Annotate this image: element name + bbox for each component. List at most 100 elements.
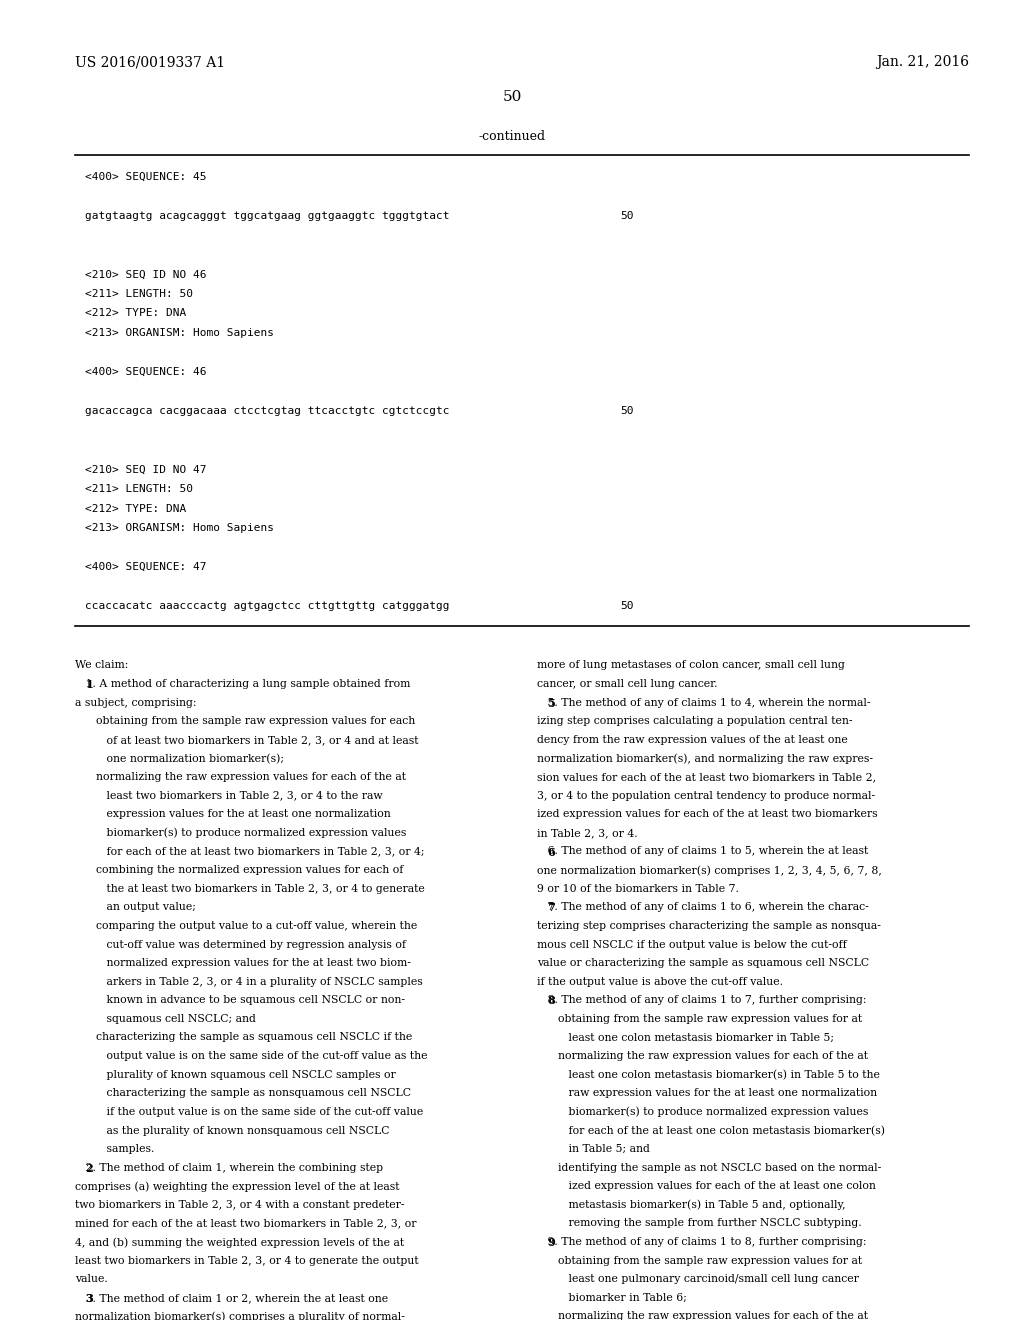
Text: cancer, or small cell lung cancer.: cancer, or small cell lung cancer. (537, 678, 718, 689)
Text: obtaining from the sample raw expression values for each: obtaining from the sample raw expression… (75, 717, 416, 726)
Text: 5. The method of any of claims 1 to 4, wherein the normal-: 5. The method of any of claims 1 to 4, w… (537, 698, 870, 708)
Text: least one pulmonary carcinoid/small cell lung cancer: least one pulmonary carcinoid/small cell… (537, 1274, 859, 1284)
Text: <211> LENGTH: 50: <211> LENGTH: 50 (85, 484, 193, 494)
Text: squamous cell NSCLC; and: squamous cell NSCLC; and (75, 1014, 256, 1024)
Text: value.: value. (75, 1274, 108, 1284)
Text: normalizing the raw expression values for each of the at: normalizing the raw expression values fo… (537, 1051, 868, 1061)
Text: in Table 5; and: in Table 5; and (537, 1144, 650, 1154)
Text: <400> SEQUENCE: 46: <400> SEQUENCE: 46 (85, 367, 207, 378)
Text: biomarker(s) to produce normalized expression values: biomarker(s) to produce normalized expre… (75, 828, 407, 838)
Text: 3, or 4 to the population central tendency to produce normal-: 3, or 4 to the population central tenden… (537, 791, 876, 801)
Text: if the output value is above the cut-off value.: if the output value is above the cut-off… (537, 977, 783, 986)
Text: least one colon metastasis biomarker in Table 5;: least one colon metastasis biomarker in … (537, 1032, 834, 1043)
Text: comparing the output value to a cut-off value, wherein the: comparing the output value to a cut-off … (75, 921, 417, 931)
Text: obtaining from the sample raw expression values for at: obtaining from the sample raw expression… (537, 1014, 862, 1024)
Text: sion values for each of the at least two biomarkers in Table 2,: sion values for each of the at least two… (537, 772, 877, 781)
Text: biomarker in Table 6;: biomarker in Table 6; (537, 1292, 687, 1303)
Text: two biomarkers in Table 2, 3, or 4 with a constant predeter-: two biomarkers in Table 2, 3, or 4 with … (75, 1200, 404, 1210)
Text: 7. The method of any of claims 1 to 6, wherein the charac-: 7. The method of any of claims 1 to 6, w… (537, 903, 868, 912)
Text: as the plurality of known nonsquamous cell NSCLC: as the plurality of known nonsquamous ce… (75, 1126, 389, 1135)
Text: metastasis biomarker(s) in Table 5 and, optionally,: metastasis biomarker(s) in Table 5 and, … (537, 1200, 846, 1210)
Text: least two biomarkers in Table 2, 3, or 4 to the raw: least two biomarkers in Table 2, 3, or 4… (75, 791, 383, 801)
Text: obtaining from the sample raw expression values for at: obtaining from the sample raw expression… (537, 1255, 862, 1266)
Text: 1: 1 (75, 678, 94, 690)
Text: if the output value is on the same side of the cut-off value: if the output value is on the same side … (75, 1107, 423, 1117)
Text: 8. The method of any of claims 1 to 7, further comprising:: 8. The method of any of claims 1 to 7, f… (537, 995, 866, 1006)
Text: normalization biomarker(s) comprises a plurality of normal-: normalization biomarker(s) comprises a p… (75, 1312, 404, 1320)
Text: combining the normalized expression values for each of: combining the normalized expression valu… (75, 865, 403, 875)
Text: expression values for the at least one normalization: expression values for the at least one n… (75, 809, 391, 820)
Text: <211> LENGTH: 50: <211> LENGTH: 50 (85, 289, 193, 300)
Text: identifying the sample as not NSCLC based on the normal-: identifying the sample as not NSCLC base… (537, 1163, 882, 1172)
Text: ized expression values for each of the at least one colon: ized expression values for each of the a… (537, 1181, 876, 1191)
Text: <213> ORGANISM: Homo Sapiens: <213> ORGANISM: Homo Sapiens (85, 327, 274, 338)
Text: dency from the raw expression values of the at least one: dency from the raw expression values of … (537, 735, 848, 744)
Text: least two biomarkers in Table 2, 3, or 4 to generate the output: least two biomarkers in Table 2, 3, or 4… (75, 1255, 419, 1266)
Text: <400> SEQUENCE: 47: <400> SEQUENCE: 47 (85, 562, 207, 572)
Text: <212> TYPE: DNA: <212> TYPE: DNA (85, 309, 186, 318)
Text: one normalization biomarker(s);: one normalization biomarker(s); (75, 754, 284, 764)
Text: 2. The method of claim 1, wherein the combining step: 2. The method of claim 1, wherein the co… (75, 1163, 383, 1172)
Text: Jan. 21, 2016: Jan. 21, 2016 (876, 55, 969, 69)
Text: <400> SEQUENCE: 45: <400> SEQUENCE: 45 (85, 172, 207, 182)
Text: 7: 7 (537, 903, 556, 913)
Text: 3: 3 (75, 1292, 94, 1304)
Text: 6. The method of any of claims 1 to 5, wherein the at least: 6. The method of any of claims 1 to 5, w… (537, 846, 868, 857)
Text: one normalization biomarker(s) comprises 1, 2, 3, 4, 5, 6, 7, 8,: one normalization biomarker(s) comprises… (537, 865, 882, 875)
Text: 9 or 10 of the biomarkers in Table 7.: 9 or 10 of the biomarkers in Table 7. (537, 883, 739, 894)
Text: least one colon metastasis biomarker(s) in Table 5 to the: least one colon metastasis biomarker(s) … (537, 1069, 880, 1080)
Text: 4, and (b) summing the weighted expression levels of the at: 4, and (b) summing the weighted expressi… (75, 1237, 404, 1247)
Text: 50: 50 (503, 90, 521, 104)
Text: <213> ORGANISM: Homo Sapiens: <213> ORGANISM: Homo Sapiens (85, 523, 274, 533)
Text: gatgtaagtg acagcagggt tggcatgaag ggtgaaggtc tgggtgtact: gatgtaagtg acagcagggt tggcatgaag ggtgaag… (85, 211, 450, 220)
Text: normalizing the raw expression values for each of the at: normalizing the raw expression values fo… (75, 772, 406, 781)
Text: samples.: samples. (75, 1144, 155, 1154)
Text: 1. A method of characterizing a lung sample obtained from: 1. A method of characterizing a lung sam… (75, 678, 411, 689)
Text: 50: 50 (620, 407, 634, 416)
Text: normalization biomarker(s), and normalizing the raw expres-: normalization biomarker(s), and normaliz… (537, 754, 873, 764)
Text: biomarker(s) to produce normalized expression values: biomarker(s) to produce normalized expre… (537, 1107, 868, 1118)
Text: izing step comprises calculating a population central ten-: izing step comprises calculating a popul… (537, 717, 853, 726)
Text: We claim:: We claim: (75, 660, 128, 671)
Text: terizing step comprises characterizing the sample as nonsqua-: terizing step comprises characterizing t… (537, 921, 881, 931)
Text: an output value;: an output value; (75, 903, 196, 912)
Text: <212> TYPE: DNA: <212> TYPE: DNA (85, 503, 186, 513)
Text: 5: 5 (537, 698, 556, 709)
Text: comprises (a) weighting the expression level of the at least: comprises (a) weighting the expression l… (75, 1181, 399, 1192)
Text: 9. The method of any of claims 1 to 8, further comprising:: 9. The method of any of claims 1 to 8, f… (537, 1237, 866, 1247)
Text: output value is on the same side of the cut-off value as the: output value is on the same side of the … (75, 1051, 427, 1061)
Text: 6: 6 (537, 846, 556, 858)
Text: for each of the at least two biomarkers in Table 2, 3, or 4;: for each of the at least two biomarkers … (75, 846, 425, 857)
Text: 50: 50 (620, 601, 634, 611)
Text: 8: 8 (537, 995, 556, 1006)
Text: of at least two biomarkers in Table 2, 3, or 4 and at least: of at least two biomarkers in Table 2, 3… (75, 735, 419, 744)
Text: gacaccagca cacggacaaa ctcctcgtag ttcacctgtc cgtctccgtc: gacaccagca cacggacaaa ctcctcgtag ttcacct… (85, 407, 450, 416)
Text: 9: 9 (537, 1237, 556, 1249)
Text: raw expression values for the at least one normalization: raw expression values for the at least o… (537, 1088, 878, 1098)
Text: mous cell NSCLC if the output value is below the cut-off: mous cell NSCLC if the output value is b… (537, 940, 847, 949)
Text: <210> SEQ ID NO 46: <210> SEQ ID NO 46 (85, 269, 207, 280)
Text: a subject, comprising:: a subject, comprising: (75, 698, 197, 708)
Text: characterizing the sample as nonsquamous cell NSCLC: characterizing the sample as nonsquamous… (75, 1088, 411, 1098)
Text: <210> SEQ ID NO 47: <210> SEQ ID NO 47 (85, 465, 207, 474)
Text: 3. The method of claim 1 or 2, wherein the at least one: 3. The method of claim 1 or 2, wherein t… (75, 1292, 388, 1303)
Text: the at least two biomarkers in Table 2, 3, or 4 to generate: the at least two biomarkers in Table 2, … (75, 883, 425, 894)
Text: US 2016/0019337 A1: US 2016/0019337 A1 (75, 55, 225, 69)
Text: characterizing the sample as squamous cell NSCLC if the: characterizing the sample as squamous ce… (75, 1032, 413, 1043)
Text: known in advance to be squamous cell NSCLC or non-: known in advance to be squamous cell NSC… (75, 995, 406, 1006)
Text: cut-off value was determined by regression analysis of: cut-off value was determined by regressi… (75, 940, 406, 949)
Text: plurality of known squamous cell NSCLC samples or: plurality of known squamous cell NSCLC s… (75, 1069, 395, 1080)
Text: mined for each of the at least two biomarkers in Table 2, 3, or: mined for each of the at least two bioma… (75, 1218, 417, 1229)
Text: ized expression values for each of the at least two biomarkers: ized expression values for each of the a… (537, 809, 878, 820)
Text: removing the sample from further NSCLC subtyping.: removing the sample from further NSCLC s… (537, 1218, 861, 1229)
Text: 2: 2 (75, 1163, 94, 1173)
Text: ccaccacatc aaacccactg agtgagctcc cttgttgttg catgggatgg: ccaccacatc aaacccactg agtgagctcc cttgttg… (85, 601, 450, 611)
Text: in Table 2, 3, or 4.: in Table 2, 3, or 4. (537, 828, 638, 838)
Text: normalizing the raw expression values for each of the at: normalizing the raw expression values fo… (537, 1312, 868, 1320)
Text: arkers in Table 2, 3, or 4 in a plurality of NSCLC samples: arkers in Table 2, 3, or 4 in a pluralit… (75, 977, 423, 986)
Text: -continued: -continued (478, 129, 546, 143)
Text: normalized expression values for the at least two biom-: normalized expression values for the at … (75, 958, 411, 968)
Text: more of lung metastases of colon cancer, small cell lung: more of lung metastases of colon cancer,… (537, 660, 845, 671)
Text: value or characterizing the sample as squamous cell NSCLC: value or characterizing the sample as sq… (537, 958, 869, 968)
Text: for each of the at least one colon metastasis biomarker(s): for each of the at least one colon metas… (537, 1126, 885, 1135)
